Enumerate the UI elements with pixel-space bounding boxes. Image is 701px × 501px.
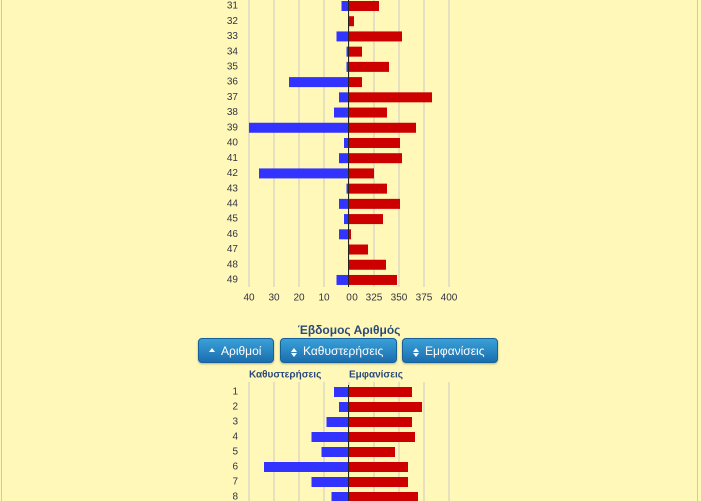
y-tick-label: 38 (227, 107, 239, 118)
bar (259, 168, 349, 179)
x-tick-label: 30 (268, 293, 280, 304)
bar (326, 417, 349, 427)
bar (349, 107, 387, 118)
bar (349, 432, 415, 442)
bar (349, 447, 395, 457)
y-tick-label: 49 (227, 275, 239, 286)
bar (344, 214, 349, 225)
bar (349, 122, 416, 133)
bar (349, 229, 351, 240)
bar (339, 402, 349, 412)
y-tick-label: 4 (232, 432, 238, 443)
bar (339, 229, 349, 240)
y-tick-label: 37 (227, 92, 239, 103)
x-tick-label: 20 (293, 293, 305, 304)
y-tick-label: 31 (227, 1, 239, 12)
y-tick-label: 1 (232, 387, 238, 398)
bar (321, 447, 349, 457)
y-tick-label: 35 (227, 62, 239, 73)
button-label: Αριθμοί (221, 344, 262, 358)
bar (331, 492, 349, 501)
bar (334, 387, 349, 397)
bar (349, 46, 362, 57)
bar (334, 107, 349, 118)
bar (339, 92, 349, 103)
bar (349, 214, 383, 225)
x2-tick-label: 350 (391, 293, 408, 304)
x2-tick-label: 0 (352, 293, 358, 304)
bar (339, 198, 349, 209)
y-tick-label: 46 (227, 229, 239, 240)
y-tick-label: 41 (227, 153, 239, 164)
bar (349, 92, 432, 103)
bar (349, 137, 400, 148)
bar (346, 46, 349, 57)
chart-title: Έβδομος Αριθμός (298, 323, 401, 337)
y-tick-label: 47 (227, 244, 239, 255)
y-tick-label: 7 (232, 477, 238, 488)
y-tick-label: 48 (227, 259, 239, 270)
bar (349, 402, 422, 412)
button-label: Εμφανίσεις (425, 344, 485, 358)
bar (311, 432, 349, 442)
bar (349, 153, 402, 164)
bar (349, 417, 412, 427)
x-tick-label: 10 (318, 293, 330, 304)
button-label: Καθυστερήσεις (303, 344, 384, 358)
y-tick-label: 6 (232, 462, 238, 473)
bar (349, 274, 397, 285)
series-header: Εμφανίσεις (349, 370, 403, 381)
bar (349, 77, 362, 88)
bar (311, 477, 349, 487)
bar (349, 183, 387, 194)
bar (349, 492, 418, 501)
y-tick-label: 32 (227, 16, 239, 27)
x2-tick-label: 375 (416, 293, 433, 304)
y-tick-label: 5 (232, 447, 238, 458)
bar (349, 462, 408, 472)
y-tick-label: 2 (232, 402, 238, 413)
bar (349, 31, 402, 42)
sort-button[interactable]: Εμφανίσεις (402, 338, 498, 363)
x-tick-label: 0 (346, 293, 352, 304)
y-tick-label: 34 (227, 46, 239, 57)
bar (349, 61, 389, 72)
sort-button[interactable]: Καθυστερήσεις (280, 338, 397, 363)
bar (289, 77, 349, 88)
bar (264, 462, 349, 472)
x-tick-label: 40 (243, 293, 255, 304)
y-tick-label: 36 (227, 77, 239, 88)
bar (341, 1, 349, 11)
bar (349, 387, 412, 397)
bar (339, 153, 349, 164)
y-tick-label: 8 (232, 492, 238, 501)
x2-tick-label: 325 (366, 293, 383, 304)
bar (349, 16, 354, 27)
bar (336, 31, 349, 42)
y-tick-label: 40 (227, 138, 239, 149)
bar (349, 198, 400, 209)
bar (336, 274, 349, 285)
bar (349, 477, 408, 487)
sort-button[interactable]: Αριθμοί (198, 338, 274, 363)
bar (346, 61, 349, 72)
bar (349, 1, 379, 11)
bar (249, 122, 349, 133)
x2-tick-label: 400 (441, 293, 458, 304)
bar (349, 168, 374, 179)
bar (344, 137, 349, 148)
bar (349, 259, 386, 270)
bar (349, 244, 368, 255)
y-tick-label: 3 (232, 417, 238, 428)
y-tick-label: 43 (227, 183, 239, 194)
y-tick-label: 45 (227, 214, 239, 225)
series-header: Καθυστερήσεις (249, 370, 321, 381)
y-tick-label: 42 (227, 168, 239, 179)
y-tick-label: 44 (227, 199, 239, 210)
bar (346, 183, 349, 194)
y-tick-label: 33 (227, 31, 239, 42)
y-tick-label: 39 (227, 122, 239, 133)
